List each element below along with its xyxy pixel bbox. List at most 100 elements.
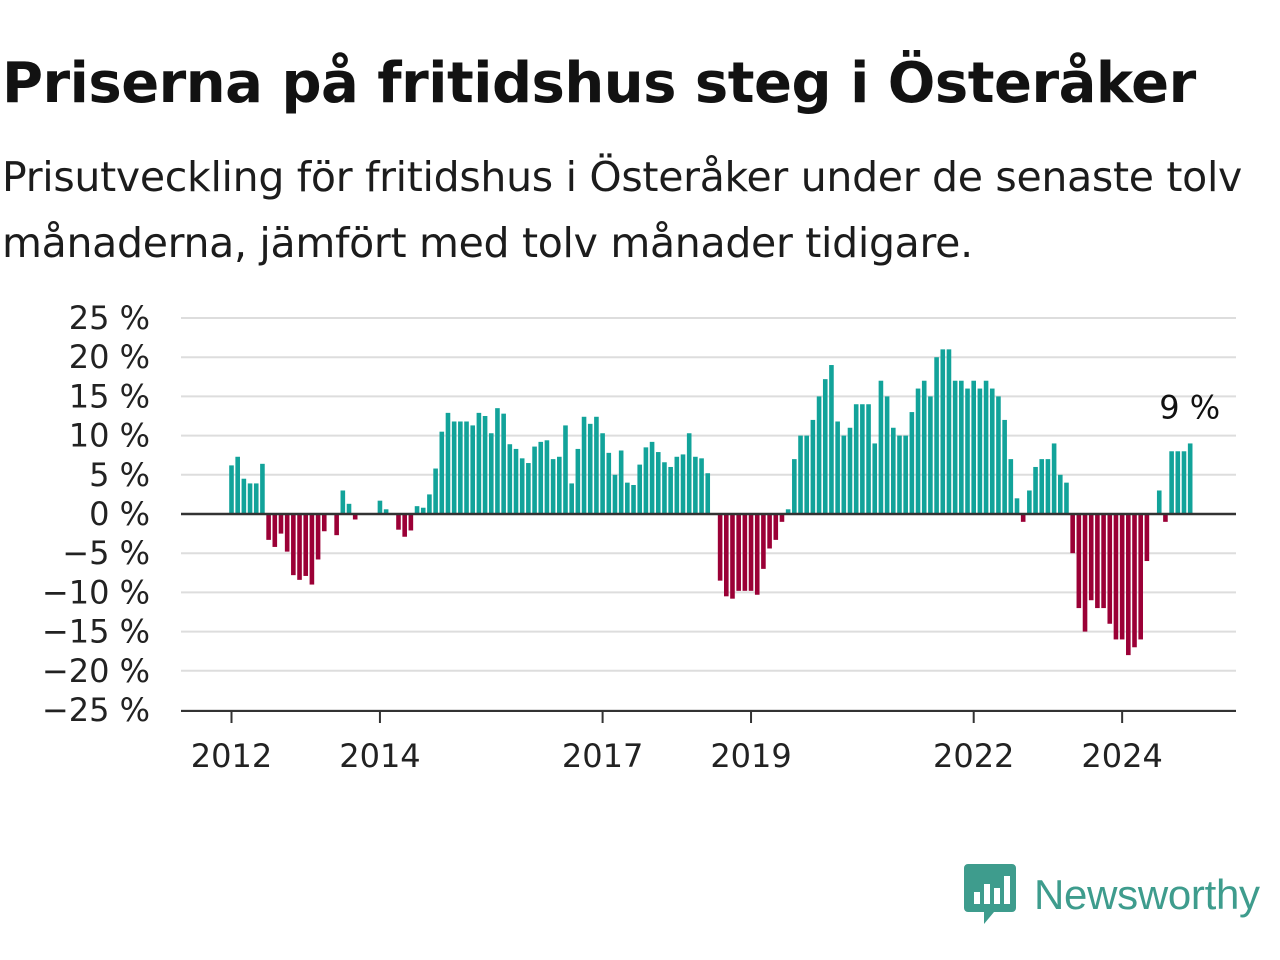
bar — [816, 396, 822, 514]
bar — [724, 514, 729, 597]
bar — [884, 396, 890, 514]
bar — [959, 380, 964, 514]
bar — [396, 514, 401, 530]
bar — [717, 514, 723, 581]
bar — [482, 416, 488, 514]
bar — [433, 468, 438, 514]
bar — [860, 404, 865, 514]
bar — [334, 514, 339, 536]
bar — [247, 483, 253, 514]
x-tick-label: 2024 — [1081, 737, 1162, 775]
bar — [625, 482, 630, 514]
bar — [458, 421, 463, 514]
bar — [631, 484, 636, 514]
bar — [891, 427, 896, 514]
bar — [464, 421, 469, 514]
x-tick-label: 2012 — [191, 737, 272, 775]
y-tick-label: 10 % — [69, 417, 150, 455]
bar — [730, 514, 735, 599]
bar — [1002, 419, 1007, 514]
bar — [507, 444, 513, 514]
bar — [643, 447, 649, 514]
bar — [847, 427, 853, 514]
bar — [804, 435, 809, 514]
y-axis-labels: 25 %20 %15 %10 %5 %0 %−5 %−10 %−15 %−20 … — [42, 299, 150, 729]
bar — [594, 416, 599, 514]
bar — [1039, 459, 1045, 514]
bar — [792, 459, 797, 514]
bars — [229, 349, 1193, 656]
bar — [693, 456, 698, 514]
bar — [315, 514, 321, 560]
bar — [952, 380, 958, 514]
bar — [1076, 514, 1082, 609]
bar — [810, 419, 816, 514]
y-tick-label: −10 % — [42, 573, 150, 611]
bar — [748, 514, 754, 591]
bar — [878, 380, 884, 514]
bar — [284, 514, 290, 552]
bar — [686, 433, 692, 514]
bar — [1027, 490, 1032, 514]
newsworthy-logo: Newsworthy — [964, 864, 1260, 926]
bar — [303, 514, 309, 576]
bar — [897, 435, 902, 514]
bar — [618, 450, 624, 514]
x-tick-label: 2019 — [710, 737, 791, 775]
y-tick-label: −15 % — [42, 613, 150, 651]
bar — [853, 404, 859, 514]
bar — [649, 441, 655, 514]
bar — [983, 380, 989, 514]
bar — [798, 435, 803, 514]
latest-value-annotation: 9 % — [1159, 388, 1220, 426]
bar — [229, 465, 234, 514]
bar — [662, 462, 667, 514]
bar — [488, 433, 494, 514]
bar — [921, 380, 927, 514]
bar — [606, 452, 612, 514]
bar — [1088, 514, 1094, 601]
bar — [1057, 474, 1063, 514]
y-tick-label: −25 % — [42, 691, 150, 729]
bar — [532, 446, 537, 514]
chart-title: Priserna på fritidshus steg i Österåker — [2, 51, 1196, 116]
bar — [476, 412, 482, 514]
y-tick-label: 0 % — [89, 495, 150, 533]
bar — [977, 388, 983, 514]
bar — [903, 435, 908, 514]
bar — [1175, 451, 1181, 514]
bar — [519, 458, 525, 514]
bar — [934, 357, 939, 514]
bar — [996, 396, 1001, 514]
bar — [575, 448, 581, 514]
bar — [550, 459, 556, 514]
bar — [420, 507, 426, 514]
bar — [408, 514, 414, 531]
bar — [872, 443, 878, 514]
bar — [1144, 514, 1150, 562]
bar — [785, 509, 791, 514]
bar — [414, 506, 420, 514]
bar — [742, 514, 748, 591]
bar — [352, 514, 358, 520]
bar — [1138, 514, 1143, 640]
bar — [470, 425, 476, 514]
bar — [1008, 459, 1014, 514]
bar — [253, 483, 259, 514]
bar — [1187, 443, 1193, 514]
bar — [291, 514, 296, 576]
bar — [1064, 482, 1069, 514]
bar — [1107, 514, 1113, 624]
bar — [1119, 514, 1125, 640]
y-tick-label: 25 % — [69, 299, 150, 337]
bar — [1020, 514, 1026, 522]
bar — [1033, 466, 1038, 514]
bar — [501, 413, 506, 514]
bar — [971, 380, 976, 514]
bar — [321, 514, 327, 532]
bar — [674, 456, 680, 514]
x-tick-label: 2022 — [933, 737, 1014, 775]
bar — [767, 514, 772, 549]
bar — [581, 416, 587, 514]
bar — [1082, 514, 1088, 632]
